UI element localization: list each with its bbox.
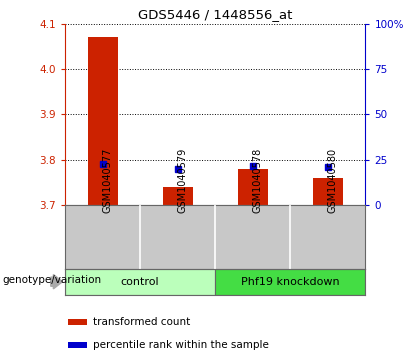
Text: GSM1040580: GSM1040580 bbox=[328, 148, 338, 213]
Bar bbox=[65, 269, 215, 295]
Bar bbox=[215, 269, 365, 295]
Text: GSM1040577: GSM1040577 bbox=[102, 147, 113, 213]
Text: genotype/variation: genotype/variation bbox=[3, 276, 102, 285]
Text: control: control bbox=[121, 277, 160, 287]
Bar bbox=[313, 178, 343, 205]
Text: Phf19 knockdown: Phf19 knockdown bbox=[241, 277, 340, 287]
Bar bbox=[88, 37, 118, 205]
Title: GDS5446 / 1448556_at: GDS5446 / 1448556_at bbox=[138, 8, 292, 21]
Bar bbox=[163, 187, 193, 205]
Text: percentile rank within the sample: percentile rank within the sample bbox=[94, 340, 269, 350]
Bar bbox=[238, 169, 268, 205]
Bar bbox=[68, 342, 87, 348]
Text: GSM1040579: GSM1040579 bbox=[178, 147, 188, 213]
Bar bbox=[68, 319, 87, 325]
FancyArrow shape bbox=[51, 274, 63, 289]
Text: GSM1040578: GSM1040578 bbox=[253, 147, 263, 213]
Text: transformed count: transformed count bbox=[94, 317, 191, 327]
